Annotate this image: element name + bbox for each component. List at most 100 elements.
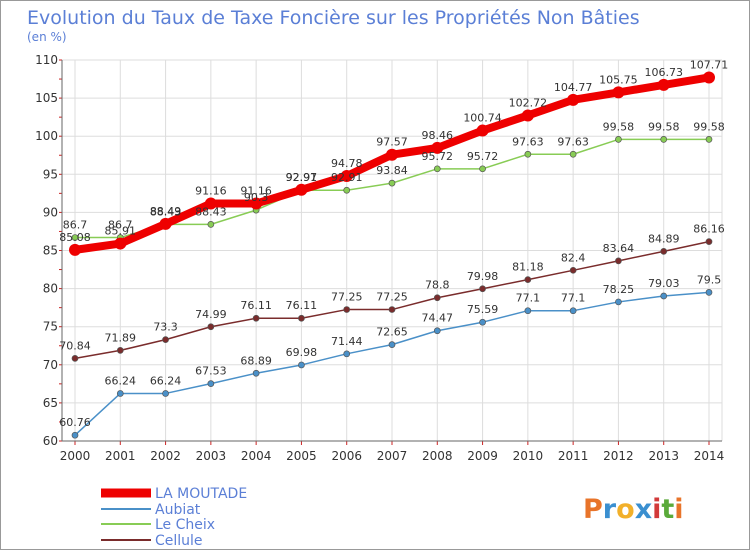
- logo-letter: i: [674, 494, 683, 525]
- data-point: [615, 136, 622, 143]
- data-label: 66.24: [105, 374, 137, 387]
- data-label: 85.91: [105, 225, 137, 238]
- data-label: 77.25: [376, 291, 408, 304]
- data-label: 88.43: [150, 205, 182, 218]
- data-point: [388, 341, 396, 348]
- data-label: 106.73: [644, 66, 683, 79]
- data-label: 95.72: [467, 150, 499, 163]
- data-label: 86.7: [108, 219, 133, 232]
- data-point: [252, 314, 260, 322]
- data-point: [479, 318, 486, 326]
- data-point: [433, 165, 441, 173]
- data-point: [569, 266, 577, 274]
- data-point: [660, 136, 668, 143]
- x-tick-label: 2006: [331, 449, 362, 463]
- data-label: 75.59: [467, 303, 499, 316]
- data-point: [524, 276, 532, 283]
- x-tick-label: 2014: [694, 449, 725, 463]
- y-tick-label: 65: [43, 396, 58, 410]
- logo-letter: P: [583, 494, 603, 525]
- data-label: 94.78: [331, 157, 363, 170]
- data-point: [207, 323, 215, 331]
- data-point: [705, 238, 713, 246]
- data-point: [343, 306, 351, 313]
- data-point: [207, 221, 215, 228]
- data-point: [479, 165, 486, 173]
- legend-label: LA MOUTADE: [155, 486, 247, 502]
- data-point: [703, 71, 715, 84]
- legend-label: Aubiat: [155, 502, 201, 518]
- data-label: 105.75: [599, 73, 638, 86]
- data-label: 88.43: [195, 205, 227, 218]
- data-label: 83.64: [603, 242, 635, 255]
- y-tick-label: 95: [43, 167, 58, 181]
- data-label: 82.4: [561, 251, 586, 264]
- y-tick-label: 85: [43, 244, 58, 258]
- data-label: 79.5: [697, 273, 722, 286]
- data-point: [116, 347, 124, 354]
- data-point: [524, 150, 532, 158]
- data-point: [298, 314, 305, 322]
- data-label: 68.89: [240, 354, 272, 367]
- data-label: 81.18: [512, 261, 544, 274]
- data-label: 67.53: [195, 365, 227, 378]
- data-label: 78.8: [425, 279, 450, 292]
- x-tick-label: 2000: [60, 449, 91, 463]
- data-label: 79.03: [648, 277, 680, 290]
- logo-letter: o: [616, 494, 635, 525]
- data-label: 69.98: [286, 346, 318, 359]
- data-point: [433, 294, 441, 302]
- y-tick-label: 75: [43, 320, 58, 334]
- data-label: 79.98: [467, 270, 499, 283]
- logo-letter: r: [603, 494, 617, 525]
- logo-letter: i: [652, 494, 661, 525]
- data-point: [71, 355, 79, 362]
- data-point: [569, 307, 577, 315]
- data-label: 99.58: [693, 120, 725, 133]
- data-point: [298, 361, 305, 369]
- y-axis-label: (en %): [27, 30, 67, 44]
- data-point: [433, 327, 441, 335]
- y-tick-label: 105: [35, 91, 58, 105]
- data-label: 91.16: [240, 185, 272, 198]
- data-label: 60.76: [59, 416, 91, 429]
- data-point: [71, 234, 79, 241]
- data-point: [521, 109, 534, 122]
- data-point: [71, 431, 79, 439]
- legend-label: Le Cheix: [155, 517, 215, 533]
- data-label: 84.89: [648, 232, 680, 245]
- x-tick-label: 2007: [377, 449, 408, 463]
- data-label: 102.72: [509, 96, 548, 109]
- data-point: [343, 350, 351, 358]
- data-label: 77.1: [516, 292, 541, 305]
- axes: 60 65 70 75 80 85 90 95 100 105 110 2000 2001 2002 200…: [35, 53, 724, 463]
- x-tick-label: 2001: [105, 449, 136, 463]
- data-label: 76.11: [286, 299, 318, 312]
- x-tick-label: 2004: [241, 449, 272, 463]
- data-point: [657, 78, 670, 91]
- data-point: [705, 136, 713, 143]
- data-label: 73.3: [153, 321, 178, 334]
- data-point: [252, 369, 260, 377]
- data-point: [388, 179, 396, 187]
- series-lines: [69, 71, 715, 439]
- data-point: [569, 150, 577, 158]
- data-point: [567, 93, 580, 106]
- data-point: [340, 169, 353, 182]
- data-label: 90.3: [244, 191, 269, 204]
- logo-text: Proxiti: [583, 494, 684, 525]
- data-label: 78.25: [603, 283, 635, 296]
- x-tick-label: 2009: [467, 449, 498, 463]
- x-tick-label: 2013: [648, 449, 679, 463]
- data-label: 74.99: [195, 308, 227, 321]
- chart-title: Evolution du Taux de Taxe Foncière sur l…: [27, 7, 640, 29]
- logo-letter: x: [635, 494, 652, 525]
- data-point: [479, 285, 486, 293]
- data-label: 97.63: [557, 135, 589, 148]
- data-label: 99.58: [648, 120, 680, 133]
- data-point: [660, 247, 668, 255]
- data-label: 92.91: [331, 171, 363, 184]
- data-point: [705, 289, 713, 296]
